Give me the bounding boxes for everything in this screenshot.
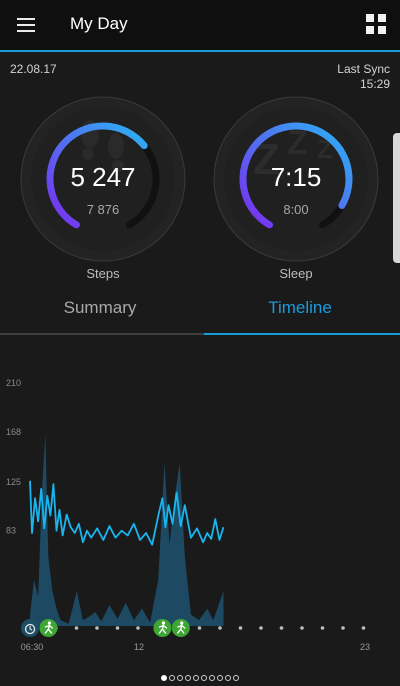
walking-icon (153, 619, 172, 637)
page-dot[interactable] (209, 675, 215, 681)
steps-goal: 7 876 (86, 202, 120, 217)
timeline-dot (341, 626, 345, 630)
tab-timeline[interactable]: Timeline (268, 298, 332, 317)
page-dot[interactable] (177, 675, 183, 681)
page-dot[interactable] (233, 675, 239, 681)
sleep-progress-arc (239, 122, 353, 229)
steps-gauge[interactable]: 5 247 7 876 (20, 96, 186, 262)
page-dot[interactable] (201, 675, 207, 681)
timeline-dot (218, 626, 222, 630)
timeline-dot (279, 626, 284, 630)
sleep-goal: 8:00 (283, 202, 309, 217)
page-dot[interactable] (225, 675, 231, 681)
sleep-label: Sleep (279, 266, 313, 281)
timeline-dot (238, 626, 243, 630)
last-sync: Last Sync 15:29 (337, 62, 390, 92)
header-divider (0, 50, 400, 52)
page-dot[interactable] (193, 675, 199, 681)
x-tick-label: 12 (134, 642, 144, 652)
last-sync-time: 15:29 (359, 77, 390, 91)
zzz-icon: Z Z Z (253, 124, 333, 184)
walking-icon (171, 619, 190, 637)
page-dot[interactable] (217, 675, 223, 681)
tab-summary[interactable]: Summary (63, 298, 137, 317)
tab-active-indicator (204, 333, 400, 335)
steps-label: Steps (86, 266, 120, 281)
x-tick-label: 23 (360, 642, 370, 652)
scroll-handle[interactable] (393, 133, 400, 263)
walking-icon (39, 619, 58, 637)
svg-text:Z: Z (287, 124, 308, 162)
timeline-dot (300, 626, 304, 630)
steps-progress-arc (46, 122, 148, 229)
y-tick-label: 83 (6, 526, 16, 536)
tab-divider (0, 333, 204, 335)
stress-area (30, 434, 224, 626)
timeline-dot (95, 626, 99, 630)
timeline-dot (320, 626, 325, 630)
steps-value: 5 247 (70, 162, 136, 192)
app-bar: My Day (0, 0, 400, 50)
timeline-dot (74, 626, 79, 630)
page-title: My Day (70, 14, 128, 33)
x-tick-label: 06:30 (21, 642, 44, 652)
timeline-dot (136, 626, 140, 630)
page-indicator (0, 668, 400, 686)
heart-rate-line (29, 480, 225, 546)
y-tick-label: 125 (6, 477, 21, 487)
sleep-value: 7:15 (270, 162, 322, 192)
y-tick-label: 210 (6, 378, 21, 388)
timeline-chart[interactable]: 210 168 125 83 06:30 12 23 (0, 336, 400, 656)
last-sync-label: Last Sync (337, 62, 390, 76)
page-dot[interactable] (185, 675, 191, 681)
alarm-clock-icon (21, 619, 40, 637)
timeline-dot (259, 626, 263, 630)
date-label: 22.08.17 (10, 62, 57, 76)
sleep-gauge[interactable]: Z Z Z 7:15 8:00 (213, 96, 379, 262)
timeline-dot (361, 626, 366, 630)
grid-view-icon[interactable] (366, 14, 388, 36)
page-dot[interactable] (161, 675, 167, 681)
y-tick-label: 168 (6, 427, 21, 437)
timeline-dot (197, 626, 202, 630)
hamburger-menu-icon[interactable] (14, 14, 40, 36)
page-dot[interactable] (169, 675, 175, 681)
timeline-dot (115, 626, 120, 630)
